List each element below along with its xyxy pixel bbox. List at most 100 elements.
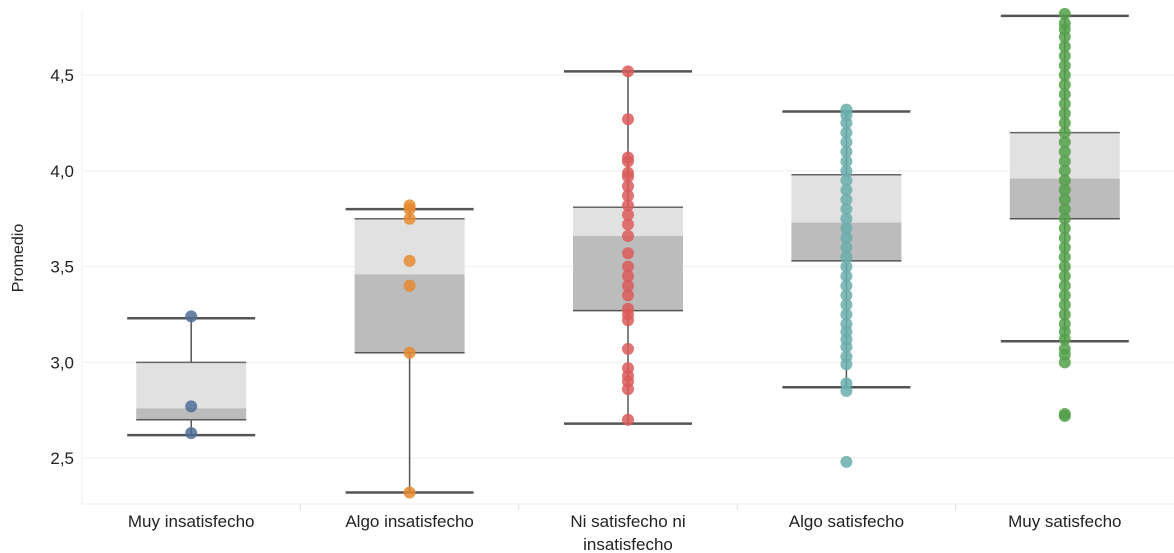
x-tick-label: Algo insatisfecho [345,512,474,531]
data-point [840,298,853,311]
data-point [1058,408,1071,421]
data-point [1058,69,1071,82]
data-point [840,350,853,363]
box-1 [127,317,256,437]
data-point [840,126,853,139]
points-2 [403,199,416,499]
data-point [622,279,634,292]
data-point [840,308,853,321]
points-5 [1058,7,1071,422]
data-point [1058,298,1071,311]
data-point [1058,342,1071,355]
data-point [1058,279,1071,292]
data-point [1058,174,1071,187]
data-point [1058,318,1071,331]
data-point [1058,203,1071,216]
x-tick-label: Algo satisfecho [789,512,904,531]
data-point [403,254,416,267]
x-tick-label: Muy satisfecho [1008,512,1121,531]
data-point [1058,145,1071,158]
y-tick-label: 4,0 [50,162,74,181]
y-tick-label: 2,5 [50,449,74,468]
data-point [840,184,853,197]
data-point [1058,289,1071,302]
data-point [1058,308,1071,321]
y-tick-label: 4,5 [50,66,74,85]
data-point [622,208,634,221]
data-point [403,486,416,499]
data-point [840,222,853,235]
data-point [840,251,853,264]
data-point [840,212,853,225]
y-tick-label: 3,0 [50,353,74,372]
y-tick-label: 3,5 [50,258,74,277]
data-point [622,113,634,126]
data-point [840,455,853,468]
data-point [1058,222,1071,235]
data-point [840,318,853,331]
data-point [840,174,853,187]
data-point [185,400,198,413]
data-point [840,155,853,168]
data-point [1058,88,1071,101]
data-point [1058,107,1071,120]
data-point [622,229,634,242]
data-point [1058,270,1071,283]
data-point [622,166,634,179]
y-axis-title: Promedio [10,224,27,293]
data-point [1058,59,1071,72]
data-point [622,65,634,78]
data-point [1058,251,1071,264]
data-point [622,342,634,355]
data-point [622,180,634,193]
data-point [622,260,634,273]
data-points [185,7,1071,499]
lower-box [136,408,247,420]
y-axis-ticks: 2,5 3,0 3,5 4,0 4,5 [50,66,74,468]
data-point [622,199,634,212]
data-point [1058,17,1071,30]
data-point [403,346,416,359]
data-point [622,413,634,426]
data-point [840,193,853,206]
x-tick-label: insatisfecho [583,535,673,553]
data-point [840,231,853,244]
data-point [840,203,853,216]
data-point [840,377,853,390]
data-point [1058,184,1071,197]
data-point [622,289,634,302]
data-point [1058,155,1071,168]
data-point [1058,40,1071,53]
data-point [1058,164,1071,177]
data-point [840,136,853,149]
data-point [185,310,198,323]
data-point [622,218,634,231]
points-4 [840,103,853,468]
data-point [1058,117,1071,130]
data-point [840,164,853,177]
x-tick-label: Muy insatisfecho [128,512,255,531]
data-point [1058,193,1071,206]
data-point [1058,50,1071,63]
data-point [622,270,634,283]
data-point [622,302,634,315]
data-point [403,279,416,292]
data-point [1058,241,1071,254]
x-tick-label: Ni satisfecho ni [570,512,685,531]
data-point [403,212,416,225]
data-point [622,362,634,375]
data-point [840,241,853,254]
data-point [1058,126,1071,139]
data-point [1058,97,1071,110]
data-point [840,260,853,273]
data-point [840,279,853,292]
data-point [622,189,634,202]
data-point [1058,136,1071,149]
plot-frame [81,12,1174,505]
data-point [840,103,853,116]
points-3 [622,65,634,426]
data-point [1058,260,1071,273]
data-point [1058,231,1071,244]
data-point [1058,7,1071,20]
